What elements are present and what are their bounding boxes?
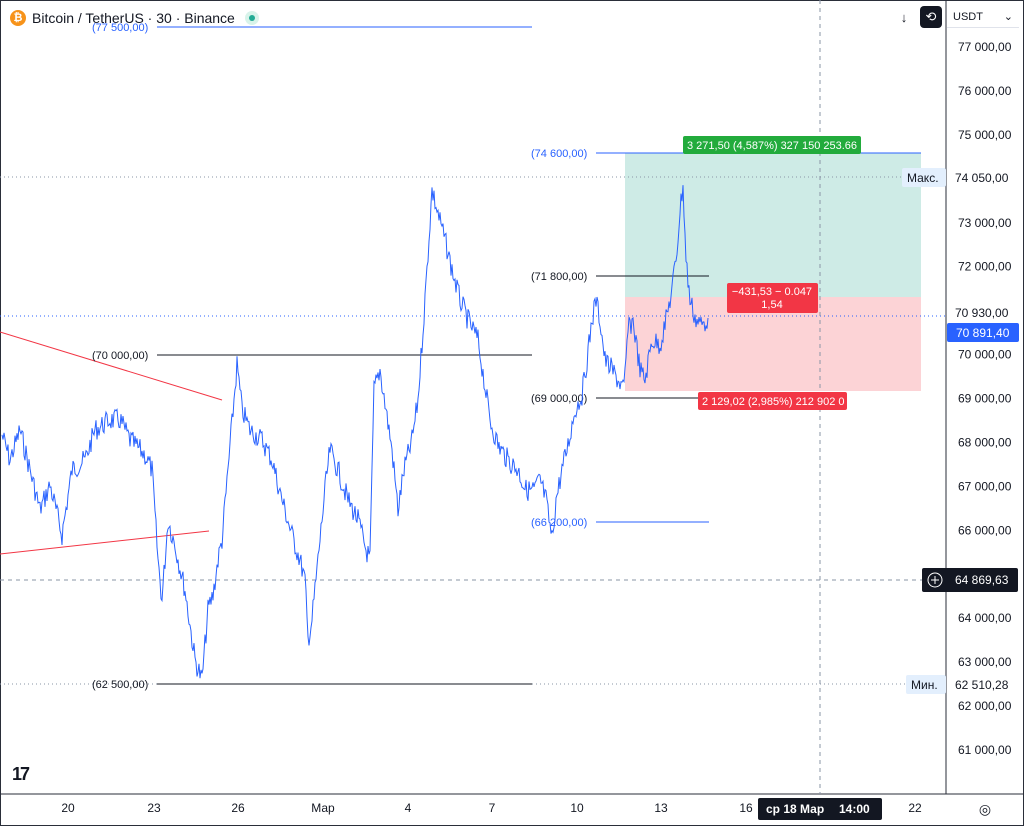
min-value-bg [950, 675, 1020, 694]
time-axis-label: 16 [739, 801, 753, 815]
crosshair-date-bg [758, 798, 882, 820]
market-status-icon[interactable] [244, 11, 259, 25]
pnl-label-bg [727, 283, 818, 313]
chevron-down-icon: ⌄ [1003, 11, 1013, 23]
level-69000-label: (69 000,00) [531, 393, 587, 405]
level-74600-label: (74 600,00) [531, 148, 587, 160]
price-axis-label: 68 000,00 [958, 435, 1012, 449]
settings-icon[interactable]: ◎ [978, 800, 992, 817]
add-alert-icon [927, 572, 943, 588]
crosshair-price-bg [922, 568, 1018, 592]
time-axis-label: 4 [405, 801, 412, 815]
trend-line-lower [0, 530, 210, 555]
crosshair-time: 14:00 [839, 802, 870, 816]
currency-label: USDT [953, 10, 983, 23]
last-price-2: 70 891,40 [956, 326, 1010, 340]
price-axis-label: 67 000,00 [958, 479, 1012, 493]
max-tag-bg [902, 168, 946, 187]
price-axis-label: 63 000,00 [958, 655, 1012, 669]
price-axis-label: 61 000,00 [958, 743, 1012, 757]
currency-selector[interactable]: USDT ⌄ [947, 6, 1019, 28]
min-tag: Мин. [911, 678, 938, 692]
price-axis-label: 75 000,00 [958, 128, 1012, 142]
min-tag-bg [906, 675, 946, 694]
price-axis-label: 70 000,00 [958, 348, 1012, 362]
min-value: 62 510,28 [955, 678, 1009, 692]
time-axis-label: 22 [908, 801, 922, 815]
target-label-bg [683, 136, 861, 154]
max-value: 74 050,00 [955, 171, 1009, 185]
level-62500-label: (62 500,00) [92, 679, 148, 691]
price-axis-label: 64 000,00 [958, 611, 1012, 625]
price-axis-label: 66 000,00 [958, 523, 1012, 537]
crosshair-date: ср 18 Мар [766, 802, 824, 816]
price-axis-label: 69 000,00 [958, 392, 1012, 406]
target-label: 3 271,50 (4,587%) 327 150 253.66 [687, 140, 857, 152]
time-axis-label: 20 [61, 801, 75, 815]
last-price-2-bg [947, 323, 1019, 342]
level-66200-label: (66 200,00) [531, 517, 587, 529]
max-tag: Макс. [907, 171, 939, 185]
level-77500-label: (77 500,00) [92, 22, 148, 34]
stop-label: 2 129,02 (2,985%) 212 902 0 [702, 396, 845, 408]
pnl-label-line2: 1,54 [761, 299, 782, 311]
last-price-1: 70 930,00 [955, 306, 1009, 320]
symbol-title[interactable]: Bitcoin / TetherUS · 30 · Binance [32, 10, 235, 26]
stop-label-bg [698, 392, 847, 410]
price-axis-label: 77 000,00 [958, 40, 1012, 54]
level-70000-label: (70 000,00) [92, 350, 148, 362]
last-price-1-bg [950, 304, 1020, 322]
price-axis-label: 62 000,00 [958, 699, 1012, 713]
pnl-label-line1: −431,53 − 0.047 [732, 286, 812, 298]
arrow-down-icon[interactable]: ↓ [900, 9, 908, 25]
price-line-series [1, 185, 709, 679]
symbol-header[interactable]: ₿ Bitcoin / TetherUS · 30 · Binance [10, 8, 259, 28]
time-axis-label: Мар [311, 801, 335, 815]
time-axis-label: 26 [231, 801, 245, 815]
price-axis-label: 76 000,00 [958, 84, 1012, 98]
crosshair-price: 64 869,63 [955, 573, 1009, 587]
tradingview-logo[interactable]: 17 [12, 764, 30, 784]
max-value-bg [950, 168, 1020, 187]
price-axis-label: 73 000,00 [958, 216, 1012, 230]
profit-zone [625, 153, 921, 297]
time-axis-label: 7 [489, 801, 496, 815]
time-axis-label: 10 [570, 801, 584, 815]
trend-line-upper [0, 331, 223, 401]
time-axis-label: 23 [147, 801, 161, 815]
price-axis-label: 72 000,00 [958, 260, 1012, 274]
bitcoin-icon: ₿ [10, 10, 26, 26]
replay-icon[interactable]: ⟲ [920, 6, 942, 28]
level-71800-label: (71 800,00) [531, 271, 587, 283]
time-axis-label: 13 [654, 801, 668, 815]
